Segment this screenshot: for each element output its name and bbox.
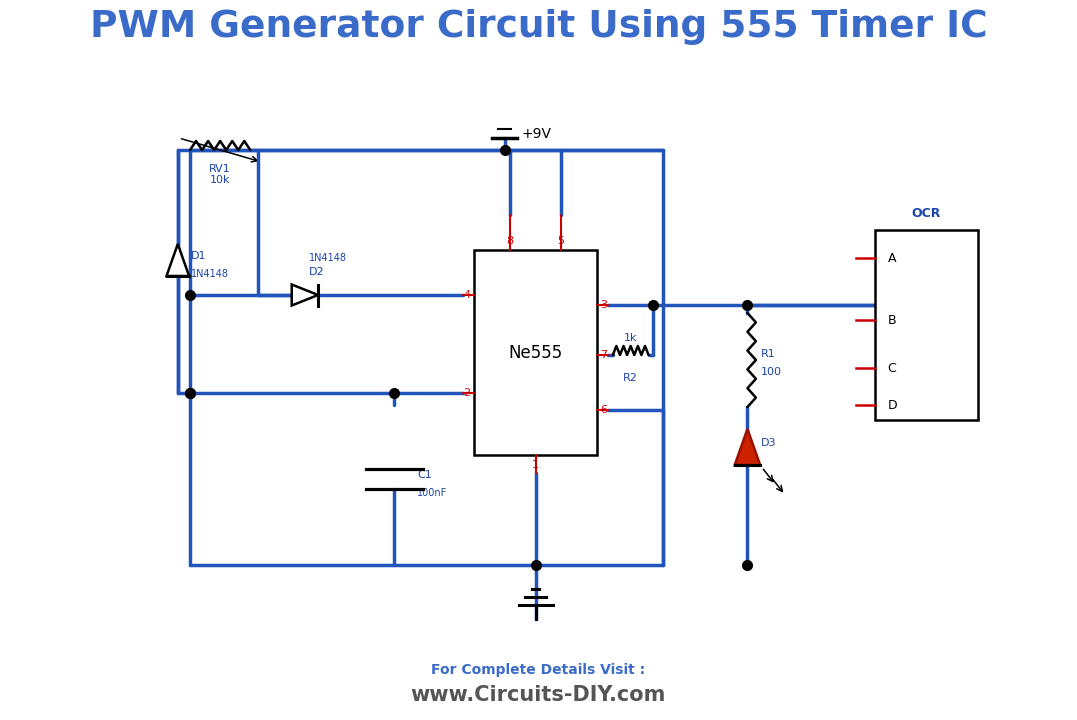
Text: 8: 8: [506, 236, 514, 246]
Text: 1N4148: 1N4148: [191, 269, 229, 279]
Text: 1: 1: [532, 460, 540, 470]
Text: D: D: [887, 398, 897, 412]
Text: 3: 3: [601, 300, 607, 310]
Text: D3: D3: [760, 438, 777, 448]
Text: For Complete Details Visit :: For Complete Details Visit :: [432, 663, 645, 677]
Text: 6: 6: [601, 405, 607, 415]
Text: 100: 100: [760, 367, 782, 377]
Text: C: C: [887, 361, 896, 374]
Text: R1: R1: [760, 349, 775, 359]
Bar: [474, 250, 597, 455]
Text: RV1: RV1: [209, 164, 232, 174]
Text: 100nF: 100nF: [417, 488, 447, 498]
Text: 1N4148: 1N4148: [309, 253, 347, 263]
Text: PWM Generator Circuit Using 555 Timer IC: PWM Generator Circuit Using 555 Timer IC: [89, 9, 988, 45]
Text: 2: 2: [463, 388, 471, 398]
Text: D1: D1: [191, 251, 207, 261]
Text: 4: 4: [463, 290, 471, 300]
Text: R2: R2: [624, 373, 639, 383]
Text: www.Circuits-DIY.com: www.Circuits-DIY.com: [410, 685, 666, 705]
Polygon shape: [735, 429, 760, 465]
Text: B: B: [887, 313, 896, 326]
Text: 1k: 1k: [624, 333, 638, 343]
Text: C1: C1: [417, 470, 432, 480]
Text: +9V: +9V: [521, 127, 551, 141]
Text: 5: 5: [558, 236, 564, 246]
Text: 7: 7: [601, 350, 607, 360]
Polygon shape: [292, 284, 318, 305]
Text: Ne555: Ne555: [508, 343, 562, 361]
Text: D2: D2: [309, 267, 324, 277]
Polygon shape: [167, 244, 190, 276]
Bar: [875, 230, 978, 420]
Text: OCR: OCR: [911, 207, 941, 220]
Text: A: A: [887, 251, 896, 264]
Text: 10k: 10k: [210, 175, 230, 185]
